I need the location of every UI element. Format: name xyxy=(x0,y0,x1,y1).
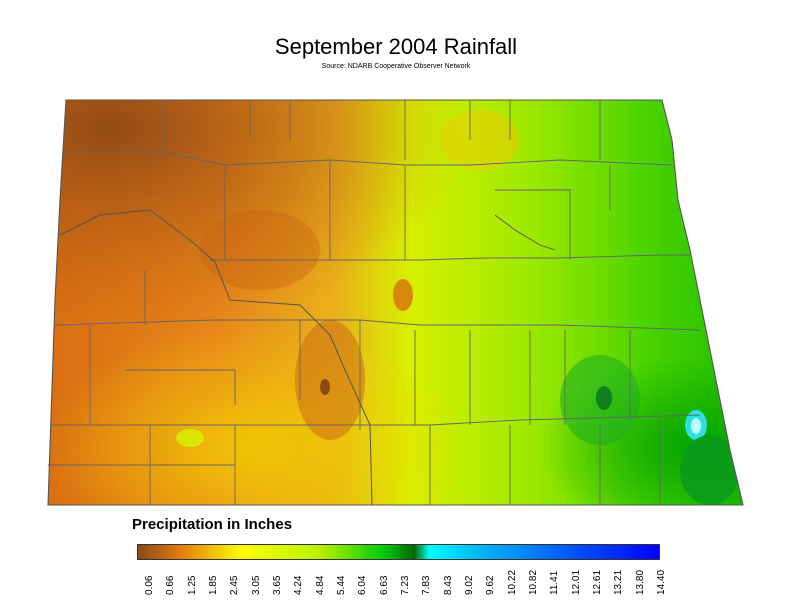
legend-tick-label: 13.21 xyxy=(613,569,625,595)
legend-tick-label: 1.85 xyxy=(208,575,219,595)
legend-tick-label: 7.83 xyxy=(421,575,433,595)
legend-tick-label: 14.40 xyxy=(656,569,667,595)
legend-tick-label: 4.24 xyxy=(293,575,305,595)
map-title: September 2004 Rainfall xyxy=(274,34,518,59)
legend-tick-label: 3.65 xyxy=(272,575,283,595)
legend-tick-label: 0.66 xyxy=(165,575,177,595)
legend-tick-label: 4.84 xyxy=(314,575,326,595)
legend-tick-label: 5.44 xyxy=(336,575,347,595)
legend-tick-label: 13.80 xyxy=(634,569,646,595)
precipitation-surface xyxy=(48,100,743,505)
legend-color-bar xyxy=(137,544,660,560)
legend-tick-label: 7.23 xyxy=(400,575,411,595)
legend-tick-label: 12.01 xyxy=(570,569,582,595)
legend-tick-label: 2.45 xyxy=(229,575,241,595)
legend-tick-label: 6.04 xyxy=(357,575,369,595)
legend-tick-label: 1.25 xyxy=(186,575,198,595)
legend-tick-label: 0.06 xyxy=(144,575,155,595)
legend-tick-label: 10.82 xyxy=(528,569,539,595)
legend-tick-label: 9.62 xyxy=(485,575,497,595)
legend-tick-label: 11.41 xyxy=(549,570,561,595)
legend-tick-label: 12.61 xyxy=(592,569,603,595)
county-boundaries xyxy=(47,99,744,506)
legend-tick-label: 3.05 xyxy=(250,575,262,595)
legend-tick-label: 9.02 xyxy=(464,575,475,595)
legend-title: Precipitation in Inches xyxy=(132,516,293,533)
legend-tick-label: 6.63 xyxy=(378,575,390,595)
map-source: Source: NDARB Cooperative Observer Netwo… xyxy=(321,63,471,70)
legend-tick-label: 8.43 xyxy=(442,575,454,595)
legend-tick-label: 10.22 xyxy=(506,569,518,595)
